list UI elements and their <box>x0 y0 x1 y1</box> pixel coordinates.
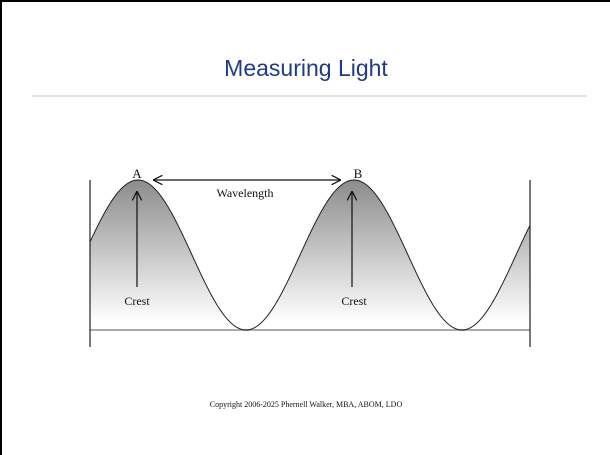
point-label: B <box>354 166 363 181</box>
crest-label: Crest <box>124 294 150 308</box>
crest-label: Crest <box>341 294 367 308</box>
point-label: A <box>132 166 142 181</box>
wave-line <box>89 179 531 331</box>
footer: Copyright 2006-2025 Phernell Walker, MBA… <box>210 400 403 409</box>
wavelength-label: Wavelength <box>216 186 273 200</box>
slide-title: Measuring Light <box>224 55 388 81</box>
wave-shading <box>90 180 530 330</box>
